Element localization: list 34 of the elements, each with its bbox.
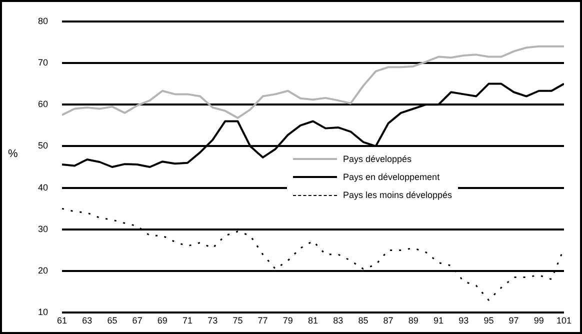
y-tick-label: 60 [38, 99, 48, 110]
x-tick-label: 87 [383, 315, 394, 326]
line-series [62, 208, 564, 301]
x-tick-label: 97 [508, 315, 519, 326]
x-tick-label: 83 [333, 315, 344, 326]
x-tick-label: 77 [258, 315, 268, 326]
y-tick-label: 70 [38, 57, 48, 68]
x-tick-label: 85 [358, 315, 368, 326]
x-tick-label: 89 [408, 315, 418, 326]
x-tick-label: 79 [282, 315, 293, 326]
x-tick-label: 91 [433, 315, 444, 326]
x-tick-label: 61 [57, 315, 68, 326]
x-tick-label: 69 [157, 315, 168, 326]
y-tick-label: 40 [38, 182, 48, 192]
x-tick-label: 73 [208, 315, 218, 326]
legend-label: Pays les moins développés [343, 190, 452, 200]
y-tick-label: 10 [38, 307, 48, 318]
x-tick-label: 67 [132, 315, 142, 326]
x-tick-label: 101 [556, 315, 572, 326]
y-tick-label: 20 [38, 265, 48, 276]
x-tick-label: 95 [484, 315, 494, 326]
x-tick-label: 71 [182, 315, 193, 326]
y-tick-label: 80 [38, 16, 48, 26]
y-tick-label: 50 [38, 140, 48, 151]
x-tick-label: 63 [82, 315, 92, 326]
y-tick-label: 30 [38, 224, 48, 234]
x-tick-label: 75 [232, 315, 243, 326]
x-tick-label: 99 [534, 315, 544, 326]
x-tick-label: 81 [308, 315, 318, 326]
legend-label: Pays développés [343, 154, 412, 164]
x-tick-label: 93 [458, 315, 469, 326]
y-axis-title: % [8, 148, 18, 160]
legend-label: Pays en développement [343, 172, 440, 182]
x-tick-label: 65 [107, 315, 118, 326]
